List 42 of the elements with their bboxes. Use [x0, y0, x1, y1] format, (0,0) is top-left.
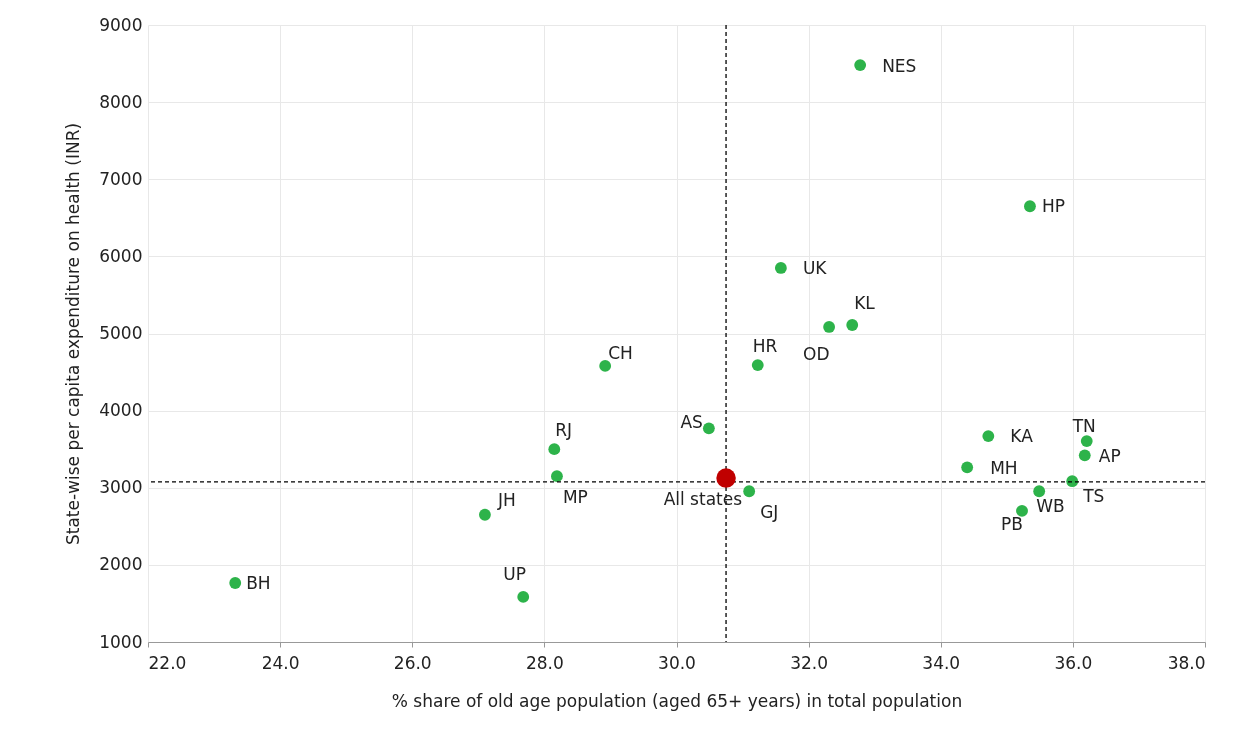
annotation: TS	[1082, 486, 1105, 507]
annotation: KA	[1010, 426, 1034, 447]
x-tick-label: 22.0	[148, 652, 187, 673]
annotation: WB	[1036, 496, 1065, 517]
annotation: JH	[496, 489, 516, 510]
annotation: UP	[503, 563, 526, 584]
y-tick-label: 2000	[99, 554, 143, 575]
x-tick-label: 28.0	[525, 652, 564, 673]
annotation: CH	[608, 342, 633, 363]
y-tick-label: 9000	[99, 14, 143, 35]
y-tick-label: 8000	[99, 91, 143, 112]
x-axis-title: % share of old age population (aged 65+ years) in total population	[391, 690, 963, 711]
annotation: GJ	[760, 502, 779, 523]
x-tick-label: 26.0	[393, 652, 432, 673]
annotation: AS	[680, 412, 703, 433]
x-tick-label: 34.0	[922, 652, 961, 673]
y-tick-label: 1000	[99, 631, 143, 652]
y-tick-label: 5000	[99, 323, 143, 343]
annotation: KL	[854, 293, 876, 314]
x-tick-label: 32.0	[790, 652, 829, 673]
y-axis-title: State-wise per capita expenditure on health (INR)	[63, 122, 84, 546]
annotation: PB	[1001, 513, 1024, 534]
y-tick-label: 4000	[99, 400, 143, 421]
annotation: AP	[1098, 446, 1121, 467]
y-tick-label: 6000	[99, 245, 143, 266]
annotation: UK	[802, 257, 828, 278]
annotation: MH	[990, 458, 1018, 479]
annotation: RJ	[555, 420, 573, 441]
annotation: HR	[752, 336, 778, 357]
annotation: All states	[663, 489, 743, 510]
annotation: BH	[246, 573, 271, 593]
annotation: NES	[882, 56, 917, 77]
x-tick-label: 30.0	[658, 652, 696, 673]
y-tick-label: 7000	[99, 168, 143, 189]
annotation: TN	[1071, 416, 1096, 437]
x-tick-label: 38.0	[1167, 652, 1206, 673]
y-tick-label: 3000	[99, 477, 143, 498]
annotation: OD	[803, 343, 830, 364]
annotation: HP	[1041, 196, 1065, 217]
x-tick-label: 36.0	[1054, 652, 1093, 673]
x-tick-label: 24.0	[261, 652, 300, 673]
annotation: MP	[562, 487, 588, 508]
